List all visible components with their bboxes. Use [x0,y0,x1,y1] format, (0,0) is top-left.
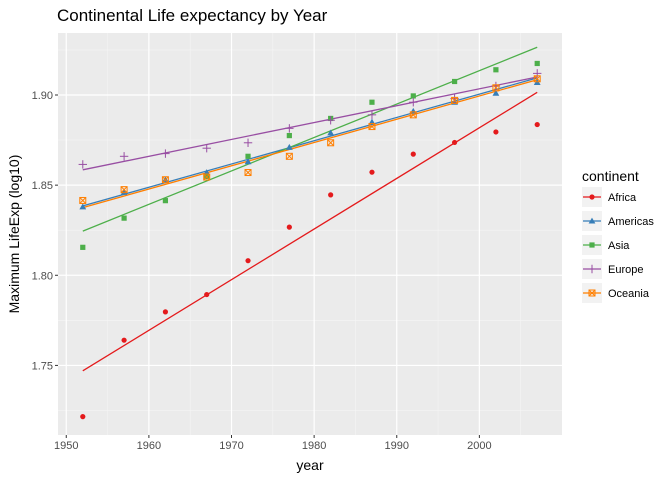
trend-line-oceania [82,79,538,209]
plot-panel [58,33,562,435]
point-europe [119,152,129,161]
point-oceania [285,152,293,160]
point-asia [121,215,127,221]
point-asia [410,93,416,99]
point-africa [162,309,169,315]
chart-title: Continental Life expectancy by Year [57,6,328,25]
point-asia [534,60,540,67]
point-europe [367,110,377,120]
point-africa [80,414,86,420]
x-tick-label: 1980 [302,440,326,452]
legend-marker-asia [589,242,595,248]
point-oceania [203,173,211,181]
x-axis: 1950 1960 1970 1980 1990 2000 [54,435,492,452]
y-tick-label: 1.85 [32,180,53,192]
y-axis-title: Maximum LifeExp (log10) [6,155,22,314]
point-africa [451,139,458,146]
legend-item-asia: Asia [582,235,630,255]
point-americas [327,129,335,136]
point-europe [409,98,418,107]
trend-line-asia [82,46,538,232]
point-africa [286,224,292,230]
y-tick-label: 1.80 [32,270,53,282]
trend-line-europe [82,76,538,171]
point-oceania [120,186,128,194]
point-africa [121,337,127,343]
data-points [78,60,542,420]
x-tick-label: 2000 [467,440,491,452]
point-oceania [533,75,541,83]
legend-label-africa: Africa [608,192,637,204]
point-americas [285,143,293,150]
point-europe [243,138,253,147]
legend-item-oceania: Oceania [582,283,650,303]
point-asia [80,244,86,250]
legend-marker-europe [587,264,597,274]
point-asia [286,132,292,139]
y-tick-label: 1.90 [32,90,53,102]
point-asia [451,78,458,85]
point-oceania [492,84,500,92]
point-oceania [161,176,169,184]
point-americas [244,158,252,165]
point-americas [120,188,128,195]
point-oceania [244,169,252,177]
minor-gridlines [58,33,562,435]
legend-label-asia: Asia [608,240,630,252]
point-americas [492,89,500,96]
legend-item-europe: Europe [582,259,643,279]
point-asia [162,198,169,204]
point-oceania [451,96,459,104]
point-europe [161,149,170,158]
x-tick-label: 1990 [385,440,409,452]
x-tick-label: 1960 [137,440,161,452]
point-africa [410,151,416,157]
point-africa [245,258,251,264]
trend-line-africa [82,91,538,372]
legend-label-oceania: Oceania [608,288,650,300]
major-gridlines [58,33,562,435]
point-asia [245,153,251,159]
point-africa [204,291,210,298]
point-oceania [368,123,376,131]
point-oceania [79,196,87,204]
point-africa [328,192,334,198]
point-asia [369,99,375,105]
point-europe [326,116,335,125]
point-americas [79,203,87,210]
legend-title: continent [582,168,639,184]
y-axis: 1.75 1.80 1.85 1.90 [32,90,58,372]
point-africa [493,129,499,135]
legend-marker-oceania [588,289,596,297]
trend-line-americas [82,77,538,207]
legend: continent Africa Americas Asia Europe Oceani… [582,168,654,303]
x-axis-title: year [296,457,324,473]
trend-lines [82,46,538,372]
point-europe [78,160,87,169]
x-tick-label: 1950 [54,440,78,452]
legend-marker-americas [588,217,596,224]
point-europe [285,124,294,133]
legend-label-americas: Americas [608,216,654,228]
point-asia [493,67,499,73]
point-africa [534,121,540,128]
legend-marker-africa [589,194,595,200]
point-oceania [409,111,417,119]
x-tick-label: 1970 [219,440,243,452]
legend-item-americas: Americas [582,211,654,231]
point-oceania [327,139,335,147]
legend-label-europe: Europe [608,264,643,276]
legend-item-africa: Africa [582,187,637,207]
point-europe [202,143,211,153]
point-africa [369,169,375,175]
y-tick-label: 1.75 [32,360,53,372]
